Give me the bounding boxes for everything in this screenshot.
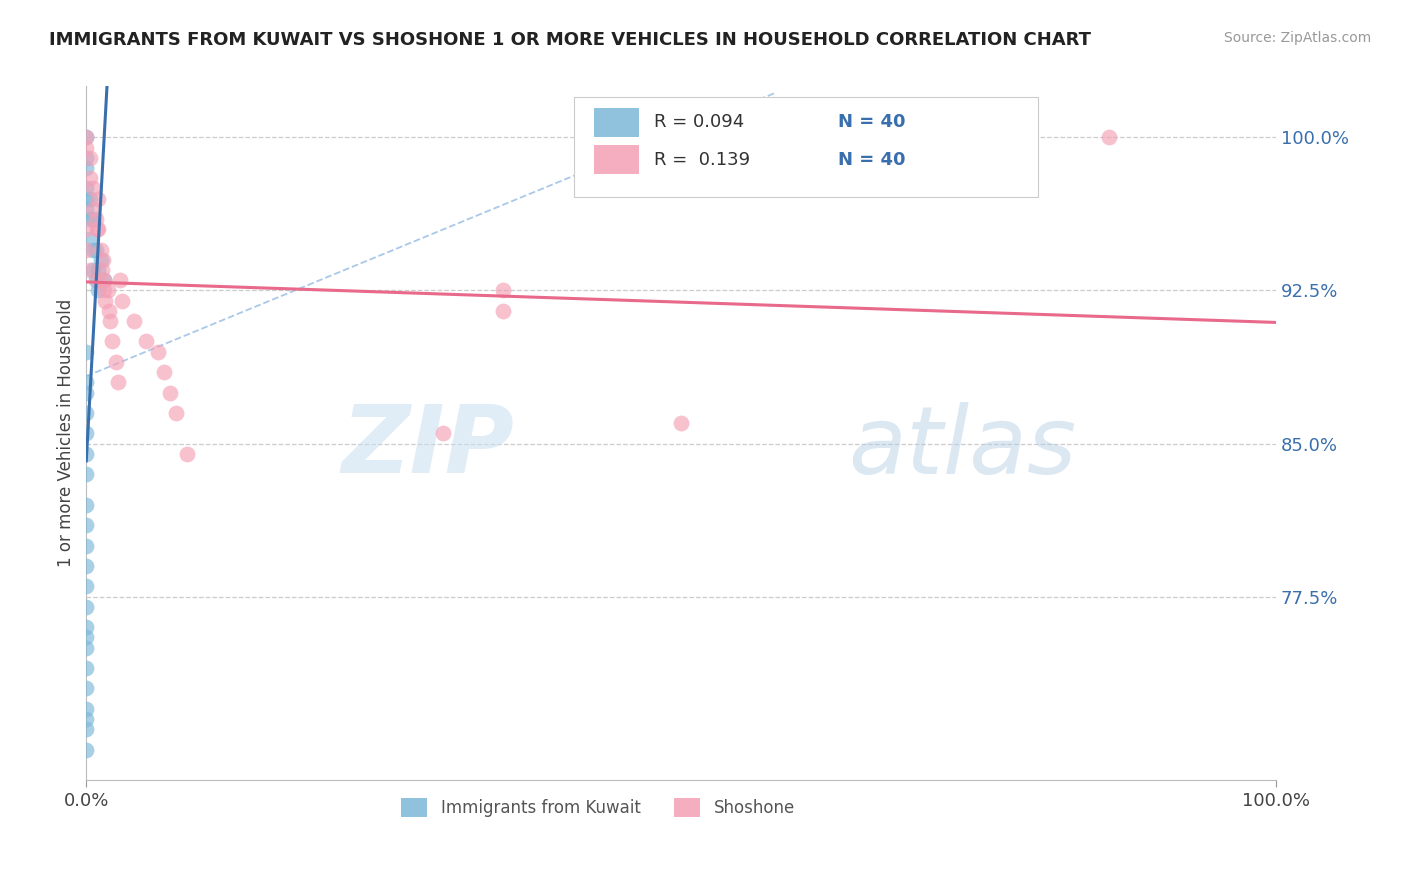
- Point: [90, 263, 112, 277]
- Point: [87, 192, 110, 206]
- FancyBboxPatch shape: [595, 108, 640, 137]
- Text: N = 40: N = 40: [838, 113, 905, 131]
- Point: [75, 640, 97, 655]
- Point: [122, 314, 145, 328]
- Point: [84, 273, 107, 287]
- Point: [75, 426, 97, 441]
- Point: [93, 273, 115, 287]
- Point: [82, 263, 104, 277]
- Text: atlas: atlas: [848, 401, 1076, 492]
- Point: [75, 702, 97, 716]
- Point: [98, 314, 121, 328]
- Point: [75, 661, 97, 675]
- Point: [75, 742, 97, 756]
- Point: [75, 406, 97, 420]
- Point: [75, 385, 97, 400]
- Point: [669, 416, 692, 430]
- Point: [79, 151, 101, 165]
- Text: N = 40: N = 40: [838, 151, 905, 169]
- Point: [84, 243, 107, 257]
- Point: [432, 426, 454, 441]
- Point: [75, 599, 97, 614]
- Point: [101, 334, 124, 349]
- Point: [94, 293, 117, 308]
- Point: [93, 284, 115, 298]
- Point: [90, 243, 112, 257]
- Point: [75, 181, 97, 195]
- Point: [75, 344, 97, 359]
- Point: [79, 232, 101, 246]
- Point: [152, 365, 174, 379]
- Point: [111, 293, 134, 308]
- Point: [75, 681, 97, 696]
- Point: [87, 273, 110, 287]
- Point: [165, 406, 187, 420]
- Legend: Immigrants from Kuwait, Shoshone: Immigrants from Kuwait, Shoshone: [394, 791, 801, 824]
- Point: [75, 202, 97, 216]
- Point: [97, 304, 120, 318]
- Text: R = 0.094: R = 0.094: [654, 113, 744, 131]
- Point: [75, 539, 97, 553]
- Point: [75, 620, 97, 634]
- Point: [93, 273, 115, 287]
- Point: [75, 498, 97, 512]
- Point: [75, 222, 97, 236]
- Point: [79, 171, 101, 186]
- FancyBboxPatch shape: [574, 96, 1038, 197]
- Point: [75, 712, 97, 726]
- Point: [75, 161, 97, 175]
- Point: [91, 252, 114, 267]
- Point: [87, 284, 110, 298]
- Point: [75, 518, 97, 533]
- Point: [79, 263, 101, 277]
- Point: [108, 273, 131, 287]
- Point: [87, 222, 110, 236]
- Point: [82, 212, 104, 227]
- Point: [97, 284, 120, 298]
- FancyBboxPatch shape: [595, 145, 640, 175]
- Point: [75, 579, 97, 593]
- Point: [135, 334, 157, 349]
- Point: [82, 243, 104, 257]
- Point: [492, 304, 515, 318]
- Point: [1098, 130, 1121, 145]
- Point: [146, 344, 169, 359]
- Point: [75, 559, 97, 574]
- Text: ZIP: ZIP: [342, 401, 515, 493]
- Text: Source: ZipAtlas.com: Source: ZipAtlas.com: [1223, 31, 1371, 45]
- Point: [75, 140, 97, 154]
- Point: [75, 376, 97, 390]
- Point: [90, 252, 112, 267]
- Point: [75, 192, 97, 206]
- Point: [84, 212, 107, 227]
- Point: [75, 130, 97, 145]
- Point: [492, 284, 515, 298]
- Point: [107, 376, 129, 390]
- Point: [159, 385, 181, 400]
- Point: [86, 222, 108, 236]
- Point: [75, 467, 97, 482]
- Point: [75, 151, 97, 165]
- Point: [79, 192, 101, 206]
- Text: IMMIGRANTS FROM KUWAIT VS SHOSHONE 1 OR MORE VEHICLES IN HOUSEHOLD CORRELATION C: IMMIGRANTS FROM KUWAIT VS SHOSHONE 1 OR …: [49, 31, 1091, 49]
- Point: [75, 631, 97, 645]
- Point: [82, 202, 104, 216]
- Point: [176, 447, 198, 461]
- Point: [75, 130, 97, 145]
- Point: [75, 243, 97, 257]
- Point: [75, 447, 97, 461]
- Point: [79, 212, 101, 227]
- Point: [75, 723, 97, 737]
- Y-axis label: 1 or more Vehicles in Household: 1 or more Vehicles in Household: [58, 299, 75, 567]
- Text: R =  0.139: R = 0.139: [654, 151, 749, 169]
- Point: [87, 263, 110, 277]
- Point: [82, 181, 104, 195]
- Point: [105, 355, 128, 369]
